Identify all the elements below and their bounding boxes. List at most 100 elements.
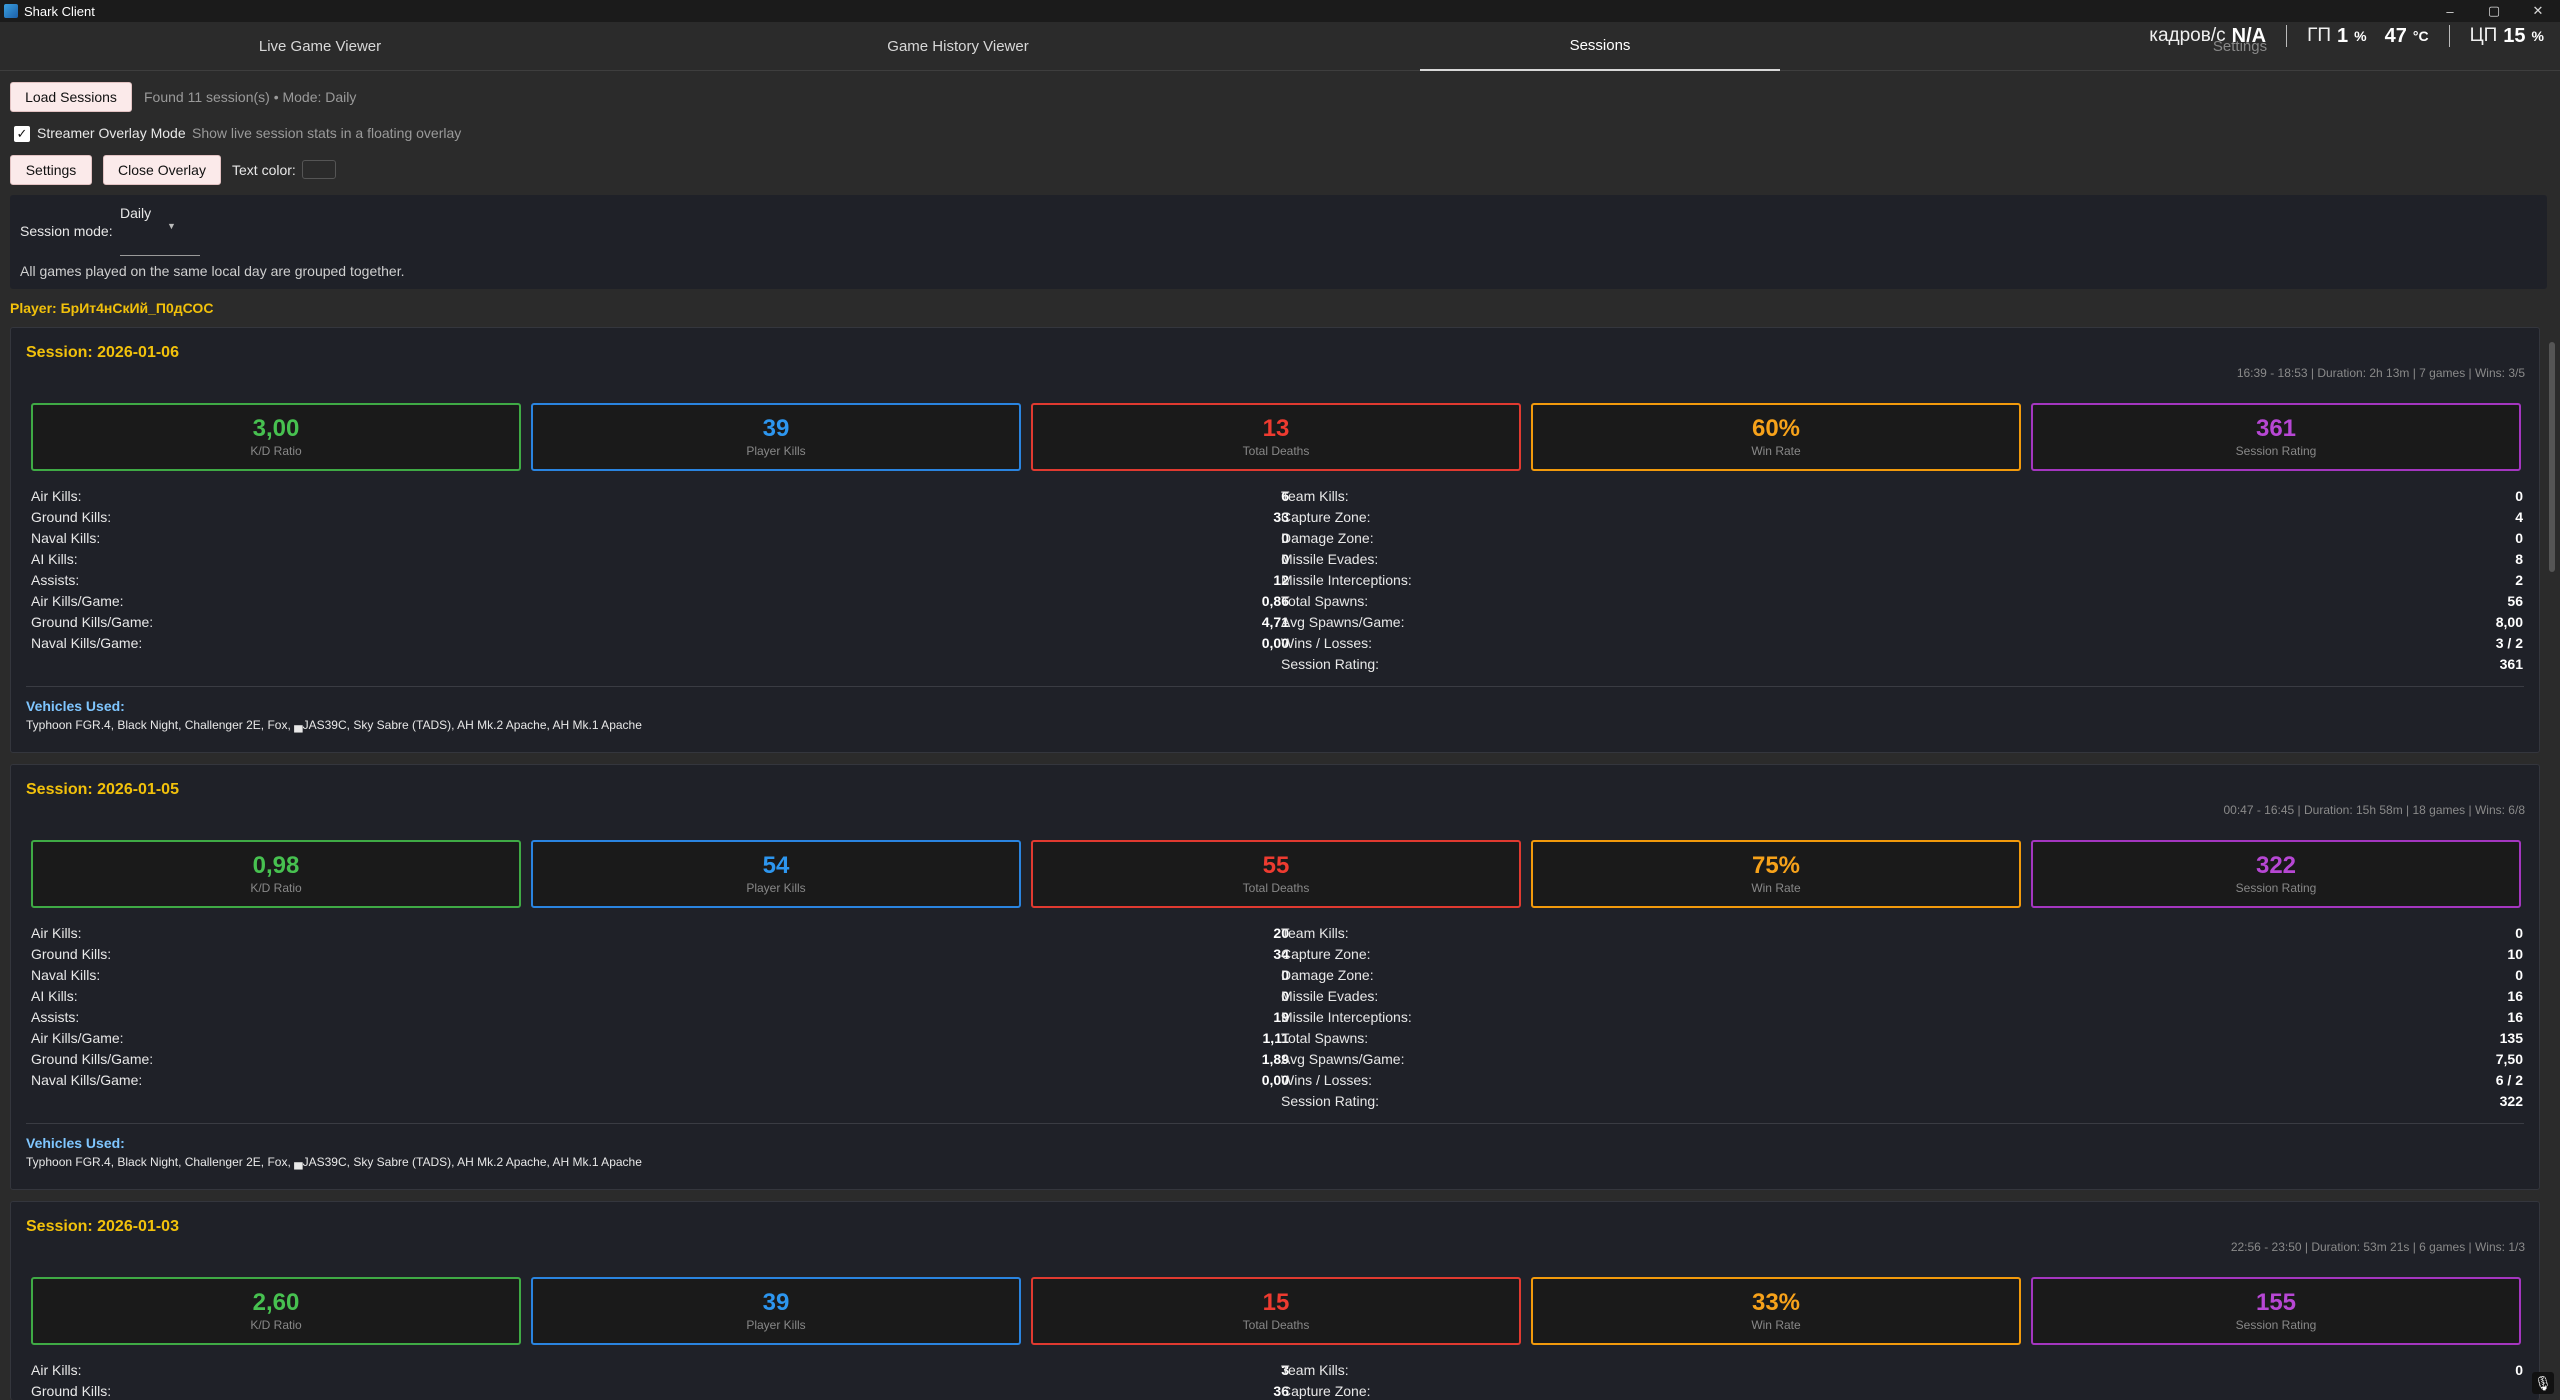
stat-value: 0 [2515, 967, 2523, 983]
overlay-settings-button[interactable]: Settings [10, 155, 92, 185]
stat-row: Air Kills: 20 [31, 923, 1289, 944]
stat-row: Missile Evades: 16 [1281, 986, 2523, 1007]
kd-ratio-label: K/D Ratio [250, 1318, 302, 1332]
session-rating-value: 155 [2255, 1289, 2297, 1316]
stat-value: 0,00 [1261, 635, 1289, 651]
session-mode-label: Session mode: [20, 223, 113, 239]
stat-label: Capture Zone: [1281, 509, 1371, 525]
player-kills-card: 39 Player Kills [531, 403, 1021, 471]
stat-label: Air Kills/Game: [31, 1030, 124, 1046]
cpu-label: ЦП [2469, 25, 2498, 46]
kd-ratio-value: 0,98 [252, 852, 300, 879]
stat-value: 322 [2499, 1093, 2523, 1109]
performance-overlay: кадров/с N/A ГП 1% 47 °C ЦП 15% [2149, 24, 2544, 48]
stat-value: 0,00 [1261, 1072, 1289, 1088]
stat-row: Naval Kills/Game: 0,00 [31, 1070, 1289, 1091]
chevron-down-icon[interactable]: ▼ [167, 221, 176, 231]
kd-ratio-card: 2,60 K/D Ratio [31, 1277, 521, 1345]
win-rate-card: 75% Win Rate [1531, 840, 2021, 908]
scrollbar-thumb[interactable] [2549, 342, 2555, 572]
minimize-icon[interactable]: – [2446, 3, 2454, 19]
stat-label: Assists: [31, 1009, 80, 1025]
stat-value: 135 [2499, 1030, 2523, 1046]
streamer-overlay-label: Streamer Overlay Mode [37, 125, 186, 141]
stat-label: Naval Kills: [31, 530, 101, 546]
session-card: Session: 2026-01-03 22:56 - 23:50 | Dura… [10, 1201, 2540, 1400]
close-overlay-button[interactable]: Close Overlay [103, 155, 221, 185]
vehicles-used-label: Vehicles Used: [26, 1135, 125, 1151]
tab-sessions[interactable]: Sessions [1420, 22, 1780, 71]
stat-row: AI Kills: 0 [31, 549, 1289, 570]
stat-value: 0 [1281, 551, 1289, 567]
stat-row: Missile Evades: 8 [1281, 549, 2523, 570]
stat-row: Damage Zone: 0 [1281, 965, 2523, 986]
stat-value: 33 [1273, 509, 1289, 525]
stat-row: Team Kills: 0 [1281, 1360, 2523, 1381]
gpu-temp: 47 [2384, 24, 2407, 47]
section-divider [26, 1123, 2524, 1124]
stat-label: Damage Zone: [1281, 530, 1374, 546]
session-mode-panel: Session mode: Daily ▼ All games played o… [10, 195, 2547, 289]
microphone-icon[interactable]: 🎙 [2532, 1372, 2554, 1394]
fps-label: кадров/с [2149, 25, 2226, 46]
stat-row: Wins / Losses: 3 / 2 [1281, 633, 2523, 654]
stat-value: 34 [1273, 946, 1289, 962]
stat-row: Air Kills/Game: 1,11 [31, 1028, 1289, 1049]
window-controls: – ▢ ✕ [2428, 0, 2560, 22]
player-kills-label: Player Kills [746, 1318, 806, 1332]
session-card: Session: 2026-01-06 16:39 - 18:53 | Dura… [10, 327, 2540, 753]
session-mode-underline [120, 255, 200, 256]
session-stat-cards: 3,00 K/D Ratio 39 Player Kills 13 Total Dea… [31, 403, 2521, 471]
stat-value: 16 [2507, 988, 2523, 1004]
session-title: Session: 2026-01-05 [26, 781, 179, 798]
total-deaths-label: Total Deaths [1242, 1318, 1310, 1332]
stat-row: Capture Zone: 10 [1281, 944, 2523, 965]
total-deaths-card: 15 Total Deaths [1031, 1277, 1521, 1345]
player-kills-card: 39 Player Kills [531, 1277, 1021, 1345]
stat-value: 0 [1281, 988, 1289, 1004]
player-kills-value: 54 [762, 852, 790, 879]
tab-game-history-viewer[interactable]: Game History Viewer [887, 38, 1029, 55]
tab-settings[interactable]: Settings [2212, 38, 2268, 55]
stat-row: Ground Kills: 34 [31, 944, 1289, 965]
session-rating-card: 322 Session Rating [2031, 840, 2521, 908]
stat-label: Total Spawns: [1281, 593, 1369, 609]
stat-label: Naval Kills/Game: [31, 1072, 143, 1088]
session-rating-label: Session Rating [2235, 1318, 2317, 1332]
total-deaths-label: Total Deaths [1242, 444, 1310, 458]
app-icon [4, 4, 18, 18]
maximize-icon[interactable]: ▢ [2487, 3, 2501, 18]
stat-value: 0,86 [1261, 593, 1289, 609]
session-meta: 16:39 - 18:53 | Duration: 2h 13m | 7 gam… [2236, 366, 2525, 380]
total-deaths-value: 15 [1262, 1289, 1290, 1316]
stat-label: AI Kills: [31, 551, 78, 567]
stat-value: 20 [1273, 925, 1289, 941]
stat-value: 6 [1281, 488, 1289, 504]
session-mode-select[interactable]: Daily [120, 205, 152, 221]
stat-label: Capture Zone: [1281, 1383, 1371, 1399]
stat-label: Ground Kills: [31, 946, 112, 962]
stat-label: Assists: [31, 572, 80, 588]
stat-value: 0 [1281, 530, 1289, 546]
stat-label: AI Kills: [31, 988, 78, 1004]
stat-value: 19 [1273, 1009, 1289, 1025]
stat-label: Avg Spawns/Game: [1281, 614, 1405, 630]
stat-row: Ground Kills: 36 [31, 1381, 1289, 1400]
streamer-overlay-checkbox[interactable]: ✓ [14, 126, 30, 142]
session-meta: 22:56 - 23:50 | Duration: 53m 21s | 6 ga… [2230, 1240, 2525, 1254]
tab-live-game-viewer[interactable]: Live Game Viewer [258, 38, 382, 55]
close-icon[interactable]: ✕ [2532, 3, 2544, 18]
stat-row: Avg Spawns/Game: 7,50 [1281, 1049, 2523, 1070]
stat-row: Ground Kills/Game: 1,89 [31, 1049, 1289, 1070]
stat-value: 16 [2507, 1009, 2523, 1025]
fps-value: N/A [2231, 24, 2267, 47]
stat-row: Total Spawns: 56 [1281, 591, 2523, 612]
stat-value: 0 [2515, 925, 2523, 941]
load-sessions-button[interactable]: Load Sessions [10, 82, 132, 112]
window-title: Shark Client [24, 3, 95, 19]
text-color-swatch[interactable] [302, 160, 336, 179]
stat-label: Avg Spawns/Game: [1281, 1051, 1405, 1067]
stat-value: 8 [2515, 551, 2523, 567]
player-kills-value: 39 [762, 415, 790, 442]
vertical-scrollbar[interactable] [2548, 340, 2556, 1400]
